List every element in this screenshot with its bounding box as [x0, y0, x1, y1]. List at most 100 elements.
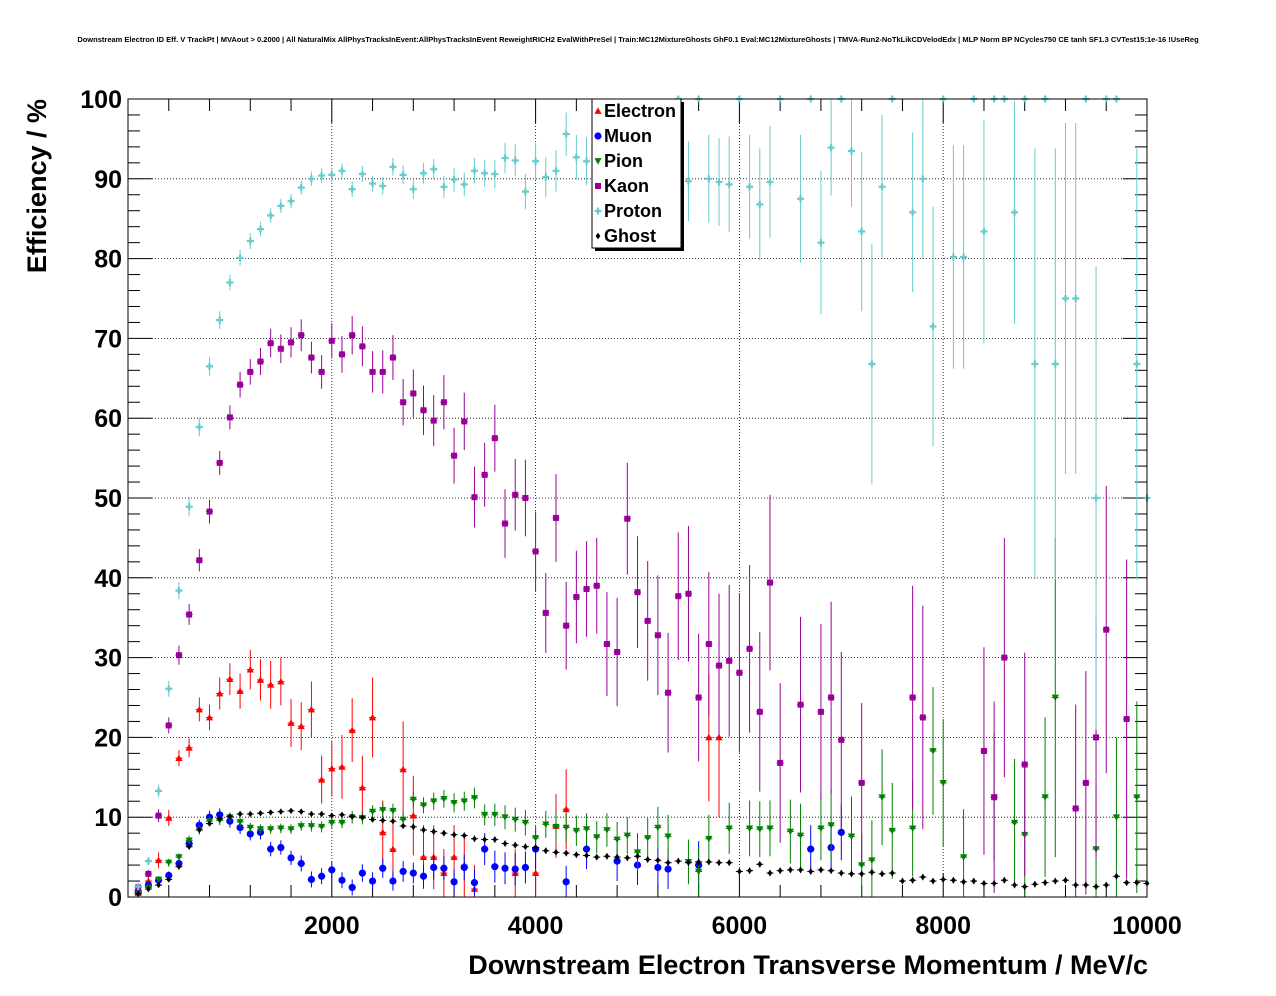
- data-point-ghost: [481, 836, 489, 843]
- data-point-ghost: [684, 859, 692, 866]
- data-point-muon: [338, 872, 346, 889]
- data-point-electron: [409, 775, 417, 856]
- data-point-pion: [1051, 537, 1059, 858]
- data-point-electron: [338, 735, 346, 799]
- data-point-pion: [929, 687, 937, 815]
- data-point-ghost: [501, 840, 509, 847]
- data-point-ghost: [1082, 881, 1090, 889]
- data-point-ghost: [562, 849, 570, 857]
- data-point-electron: [205, 704, 214, 731]
- data-point-kaon: [817, 624, 825, 800]
- data-point-electron: [287, 699, 295, 747]
- data-point-electron: [307, 681, 316, 738]
- legend-marker-kaon: [595, 183, 601, 189]
- data-point-ghost: [572, 851, 580, 858]
- y-axis-label: Efficiency / %: [22, 99, 52, 273]
- data-point-muon: [379, 858, 387, 878]
- data-point-ghost: [847, 870, 855, 878]
- data-point-ghost: [909, 877, 917, 884]
- data-point-muon: [399, 861, 407, 882]
- data-point-proton: [980, 119, 988, 344]
- data-point-proton: [409, 179, 417, 199]
- data-point-kaon: [450, 427, 458, 484]
- data-point-electron: [297, 702, 305, 751]
- data-point-ghost: [399, 822, 407, 830]
- data-point-pion: [1112, 737, 1121, 897]
- data-point-pion: [1010, 758, 1019, 887]
- data-point-kaon: [746, 565, 754, 733]
- data-point-pion: [430, 792, 438, 811]
- data-point-kaon: [837, 652, 845, 828]
- data-point-muon: [307, 871, 316, 888]
- data-point-muon: [430, 855, 438, 880]
- data-point-muon: [654, 847, 662, 888]
- legend-label-pion: Pion: [604, 151, 643, 171]
- data-point-muon: [807, 825, 815, 874]
- data-point-kaon: [674, 532, 682, 660]
- data-point-ghost: [521, 843, 529, 850]
- data-point-ghost: [532, 844, 540, 851]
- data-point-proton: [511, 144, 519, 177]
- data-point-ghost: [960, 878, 968, 886]
- data-point-ghost: [491, 836, 499, 843]
- data-point-proton: [878, 114, 886, 259]
- data-point-electron: [328, 740, 336, 797]
- data-point-ghost: [970, 877, 978, 885]
- data-point-ghost: [990, 880, 998, 887]
- data-point-proton: [328, 167, 336, 182]
- data-point-kaon: [399, 379, 407, 426]
- data-point-ghost: [379, 817, 387, 824]
- legend-marker-muon: [594, 132, 602, 140]
- data-point-kaon: [583, 541, 591, 637]
- data-point-kaon: [684, 525, 692, 662]
- data-point-ghost: [552, 849, 560, 856]
- data-point-pion: [256, 824, 265, 834]
- data-point-ghost: [450, 831, 458, 838]
- data-point-muon: [562, 865, 570, 897]
- data-point-kaon: [297, 319, 305, 352]
- data-point-kaon: [155, 809, 163, 822]
- data-point-pion: [644, 817, 652, 858]
- x-tick-label: 4000: [508, 912, 564, 940]
- y-tick-label: 30: [94, 645, 122, 673]
- data-point-proton: [552, 150, 560, 192]
- data-point-proton: [460, 172, 468, 197]
- data-point-proton: [450, 167, 458, 192]
- data-point-pion: [175, 853, 183, 862]
- data-point-ghost: [256, 810, 264, 817]
- data-point-kaon: [1000, 537, 1008, 778]
- data-point-pion: [470, 787, 479, 809]
- data-point-pion: [633, 833, 642, 872]
- data-point-electron: [368, 677, 377, 758]
- data-point-kaon: [246, 359, 254, 385]
- data-point-kaon: [470, 466, 478, 528]
- data-point-kaon: [307, 341, 315, 374]
- data-point-ghost: [603, 853, 611, 860]
- data-point-kaon: [532, 511, 540, 592]
- data-point-kaon: [379, 350, 387, 394]
- data-point-ghost: [155, 881, 163, 889]
- data-point-kaon: [1082, 671, 1090, 895]
- data-point-proton: [797, 134, 805, 263]
- data-point-ghost: [817, 866, 825, 874]
- data-point-ghost: [797, 866, 805, 874]
- data-point-proton: [348, 181, 356, 198]
- data-point-pion: [379, 802, 387, 818]
- data-point-kaon: [195, 549, 203, 572]
- data-point-ghost: [583, 852, 591, 859]
- data-point-muon: [460, 854, 468, 881]
- data-point-electron: [175, 750, 183, 767]
- data-point-kaon: [1021, 652, 1029, 877]
- data-point-proton: [868, 244, 876, 484]
- legend-marker-electron: [594, 107, 602, 114]
- data-point-proton: [715, 138, 723, 226]
- data-point-ghost: [1092, 883, 1100, 890]
- data-point-pion: [878, 749, 886, 846]
- data-point-pion: [582, 813, 591, 846]
- y-tick-label: 70: [94, 325, 122, 353]
- data-point-proton: [684, 141, 692, 222]
- data-point-ghost: [420, 826, 428, 834]
- legend-marker-pion: [594, 158, 602, 165]
- data-point-kaon: [501, 489, 509, 558]
- data-point-ghost: [644, 856, 652, 863]
